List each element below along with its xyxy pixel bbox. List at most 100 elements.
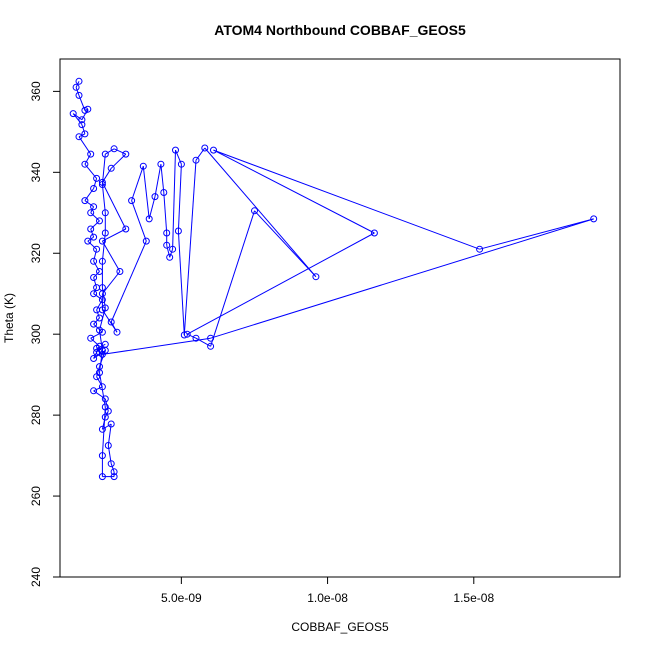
- series-segment: [254, 210, 317, 278]
- series-segment: [78, 95, 86, 111]
- data-point: [87, 225, 95, 233]
- series-segment: [87, 240, 97, 250]
- data-point: [139, 162, 147, 170]
- data-point: [107, 420, 115, 428]
- series-segment: [90, 228, 95, 238]
- data-point: [180, 331, 188, 339]
- series-segment: [93, 271, 100, 278]
- data-point: [98, 425, 106, 433]
- data-point: [98, 383, 106, 391]
- data-point: [96, 217, 103, 225]
- data-point: [251, 207, 258, 215]
- series-segment: [131, 200, 147, 242]
- data-point: [169, 245, 177, 253]
- data-point: [87, 334, 95, 342]
- data-point: [90, 355, 98, 362]
- data-point: [110, 145, 118, 153]
- data-point: [122, 225, 130, 233]
- y-tick-label: 340: [29, 162, 43, 182]
- data-point: [75, 77, 83, 85]
- series-segment: [177, 164, 182, 232]
- data-point: [107, 460, 115, 468]
- series-segment: [96, 343, 106, 349]
- series-segment: [204, 147, 317, 278]
- series-segment: [101, 182, 127, 230]
- data-point: [201, 144, 209, 152]
- series-segment: [81, 124, 86, 135]
- data-point: [142, 237, 150, 245]
- plot-area: [59, 58, 621, 578]
- series-segment: [213, 149, 375, 234]
- data-point: [157, 160, 165, 168]
- data-point: [84, 237, 92, 245]
- series-segment: [169, 249, 174, 258]
- data-point: [163, 241, 171, 249]
- series-segment: [105, 148, 115, 155]
- series-segment: [102, 271, 121, 295]
- series-segment: [101, 240, 121, 272]
- y-axis-label: Theta (K): [2, 293, 16, 343]
- series-segment: [148, 196, 156, 220]
- data-point: [151, 193, 159, 201]
- series-segment: [87, 236, 94, 242]
- data-point: [98, 178, 106, 186]
- series-segment: [210, 210, 255, 347]
- y-axis: 240 260 280 300 320 340 360: [29, 81, 61, 587]
- plot-layer: [69, 77, 598, 481]
- data-point: [122, 150, 130, 158]
- data-point: [78, 121, 86, 129]
- data-point: [107, 164, 115, 172]
- series-segment: [172, 150, 176, 250]
- y-tick-label: 240: [29, 567, 43, 587]
- x-axis-label: COBBAF_GEOS5: [291, 620, 389, 634]
- data-point: [160, 189, 168, 196]
- data-point: [90, 387, 98, 395]
- data-point: [90, 274, 98, 281]
- data-point: [476, 245, 484, 253]
- y-tick-label: 360: [29, 81, 43, 101]
- series-segment: [102, 228, 127, 242]
- series-segment: [84, 153, 92, 165]
- data-point: [75, 133, 83, 141]
- series-segment: [195, 147, 206, 161]
- data-point: [370, 229, 378, 237]
- data-point: [96, 369, 103, 377]
- series-segment: [102, 337, 211, 355]
- data-point: [87, 209, 95, 217]
- series-segment: [93, 293, 103, 301]
- series-segment: [110, 463, 115, 472]
- data-point: [116, 268, 124, 275]
- series-segment: [210, 218, 594, 339]
- y-tick-label: 320: [29, 243, 43, 263]
- data-point: [90, 185, 98, 192]
- x-axis: 5.0e-09 1.0e-08 1.5e-08: [161, 576, 494, 605]
- y-tick-label: 260: [29, 486, 43, 506]
- series-segment: [186, 232, 375, 335]
- series-segment: [186, 333, 197, 339]
- y-tick-label: 300: [29, 324, 43, 344]
- series-segment: [101, 232, 106, 262]
- data-point: [90, 203, 98, 211]
- series-segment: [72, 113, 83, 121]
- data-point: [72, 83, 80, 91]
- series-segment: [160, 164, 165, 193]
- series-segment: [93, 317, 100, 325]
- series-segment: [101, 406, 106, 456]
- data-point: [312, 273, 320, 281]
- data-point: [81, 160, 89, 168]
- series-segment: [183, 160, 197, 336]
- data-point: [101, 395, 109, 403]
- data-point: [101, 403, 109, 411]
- data-point: [101, 150, 109, 158]
- data-point: [128, 197, 136, 205]
- data-point: [163, 229, 171, 237]
- data-point: [104, 442, 112, 449]
- data-point: [87, 150, 95, 158]
- series-segment: [96, 309, 100, 319]
- data-point: [107, 318, 115, 326]
- data-point: [90, 233, 98, 241]
- series-segment: [175, 149, 182, 165]
- data-point: [166, 253, 174, 261]
- series-segment: [93, 178, 98, 189]
